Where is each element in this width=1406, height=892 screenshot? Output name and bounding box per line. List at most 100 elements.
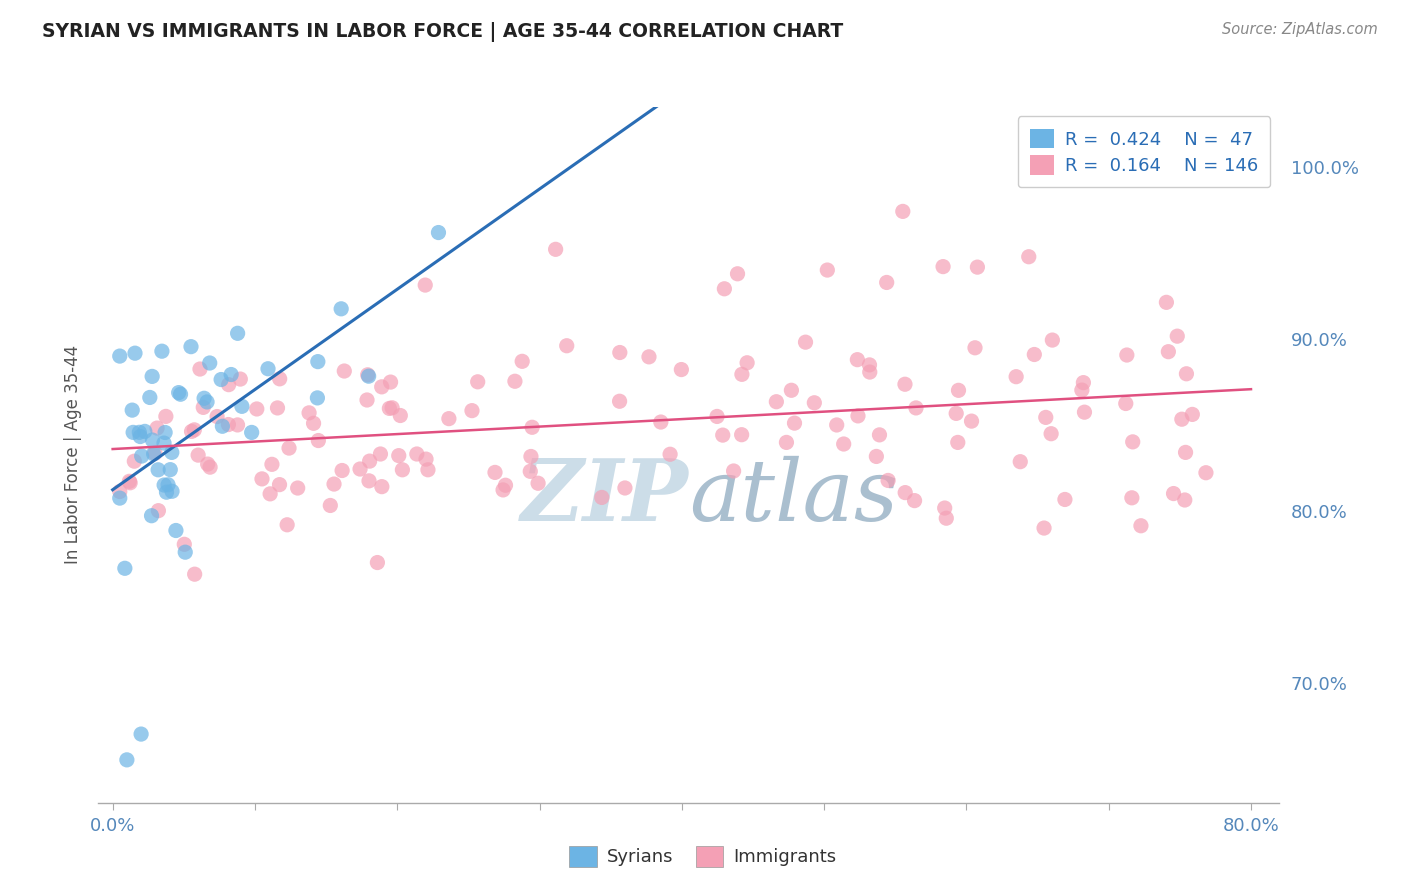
Point <box>510 354 533 368</box>
Point <box>1181 408 1204 422</box>
Point <box>437 411 460 425</box>
Point <box>904 401 927 415</box>
Point <box>174 545 197 559</box>
Point <box>794 335 817 350</box>
Point <box>731 368 754 382</box>
Point <box>609 394 631 409</box>
Point <box>1129 518 1152 533</box>
Point <box>218 377 240 392</box>
Point <box>231 400 253 414</box>
Point <box>180 425 202 439</box>
Point <box>197 457 219 471</box>
Point <box>124 346 146 360</box>
Point <box>108 349 131 363</box>
Point <box>650 415 672 429</box>
Point <box>484 466 506 480</box>
Point <box>128 425 150 440</box>
Point <box>671 362 693 376</box>
Point <box>120 475 142 490</box>
Point <box>370 447 392 461</box>
Point <box>945 406 967 420</box>
Point <box>1053 492 1076 507</box>
Point <box>865 450 887 464</box>
Point <box>846 409 869 423</box>
Text: Source: ZipAtlas.com: Source: ZipAtlas.com <box>1222 22 1378 37</box>
Point <box>298 406 321 420</box>
Point <box>1121 491 1143 505</box>
Point <box>555 339 578 353</box>
Point <box>159 463 181 477</box>
Point <box>858 358 880 372</box>
Point <box>122 425 145 440</box>
Point <box>735 356 758 370</box>
Point <box>160 484 183 499</box>
Point <box>1024 347 1046 361</box>
Point <box>711 428 734 442</box>
Text: ZIP: ZIP <box>522 455 689 539</box>
Point <box>124 454 146 468</box>
Point <box>129 429 152 443</box>
Point <box>131 449 153 463</box>
Point <box>226 326 249 341</box>
Point <box>527 476 550 491</box>
Point <box>180 340 202 354</box>
Point <box>330 463 353 477</box>
Point <box>209 372 232 386</box>
Point <box>193 401 215 415</box>
Point <box>380 375 402 389</box>
Point <box>1163 486 1185 500</box>
Point <box>146 463 169 477</box>
Point <box>609 345 631 359</box>
Point <box>783 416 806 430</box>
Point <box>319 499 342 513</box>
Point <box>287 481 309 495</box>
Point <box>1195 466 1218 480</box>
Point <box>266 401 288 415</box>
Point <box>638 350 661 364</box>
Point <box>195 395 218 409</box>
Point <box>832 437 855 451</box>
Point <box>307 391 329 405</box>
Point <box>846 352 869 367</box>
Point <box>240 425 263 440</box>
Point <box>1115 348 1137 362</box>
Point <box>1073 376 1095 390</box>
Point <box>935 511 957 525</box>
Point <box>139 391 162 405</box>
Point <box>146 421 169 435</box>
Point <box>416 463 439 477</box>
Point <box>1115 396 1137 410</box>
Point <box>188 362 211 376</box>
Point <box>946 435 969 450</box>
Point <box>1174 493 1197 508</box>
Point <box>461 403 484 417</box>
Point <box>1157 344 1180 359</box>
Point <box>389 409 412 423</box>
Point <box>1073 405 1095 419</box>
Point <box>205 409 228 424</box>
Point <box>259 487 281 501</box>
Point <box>963 341 986 355</box>
Point <box>1174 445 1197 459</box>
Point <box>173 537 195 551</box>
Point <box>193 392 215 406</box>
Point <box>903 493 925 508</box>
Point <box>141 433 163 447</box>
Point <box>723 464 745 478</box>
Point <box>129 727 152 741</box>
Point <box>495 478 517 492</box>
Point <box>378 401 401 416</box>
Point <box>519 464 541 478</box>
Point <box>1040 333 1063 347</box>
Point <box>143 446 166 460</box>
Point <box>825 417 848 432</box>
Point <box>211 419 233 434</box>
Point <box>544 243 567 257</box>
Point <box>1010 455 1032 469</box>
Point <box>1122 434 1144 449</box>
Point <box>198 356 221 370</box>
Point <box>894 377 917 392</box>
Point <box>118 475 141 489</box>
Point <box>307 434 329 448</box>
Point <box>167 385 190 400</box>
